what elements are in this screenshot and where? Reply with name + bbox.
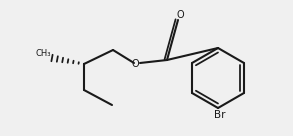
Text: Br: Br [214,110,226,120]
Text: O: O [131,59,139,69]
Text: CH₃: CH₃ [35,49,51,58]
Text: O: O [176,10,184,20]
